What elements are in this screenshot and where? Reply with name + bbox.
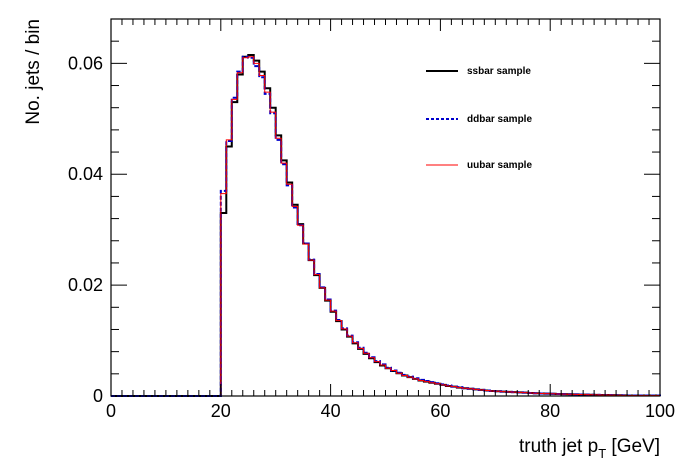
x-tick-label: 0 [106,401,116,421]
y-tick-label: 0.02 [68,275,103,295]
x-tick-label: 40 [321,401,341,421]
x-tick-label: 80 [540,401,560,421]
legend: ssbar sample ddbar sample uubar sample [426,66,532,171]
x-tick-label: 60 [430,401,450,421]
tick-labels: 0 20 40 60 80 100 0 0.02 0.04 0.06 [68,53,675,421]
y-tick-label: 0.04 [68,164,103,184]
ticks-layer [110,18,661,397]
y-tick-label: 0 [93,386,103,406]
x-tick-label: 20 [211,401,231,421]
y-tick-label: 0.06 [68,53,103,73]
series-line-1 [111,54,661,397]
series-layer [111,54,661,397]
legend-label-3: uubar sample [467,160,532,171]
series-line-2 [111,55,661,397]
x-axis-title: truth jet pT [GeV] [519,436,660,461]
legend-label-1: ssbar sample [467,66,531,77]
plot-frame [110,18,661,397]
legend-label-2: ddbar sample [467,114,532,125]
series-line-3 [111,56,661,397]
y-axis-title: No. jets / bin [23,19,44,125]
x-tick-label: 100 [645,401,675,421]
